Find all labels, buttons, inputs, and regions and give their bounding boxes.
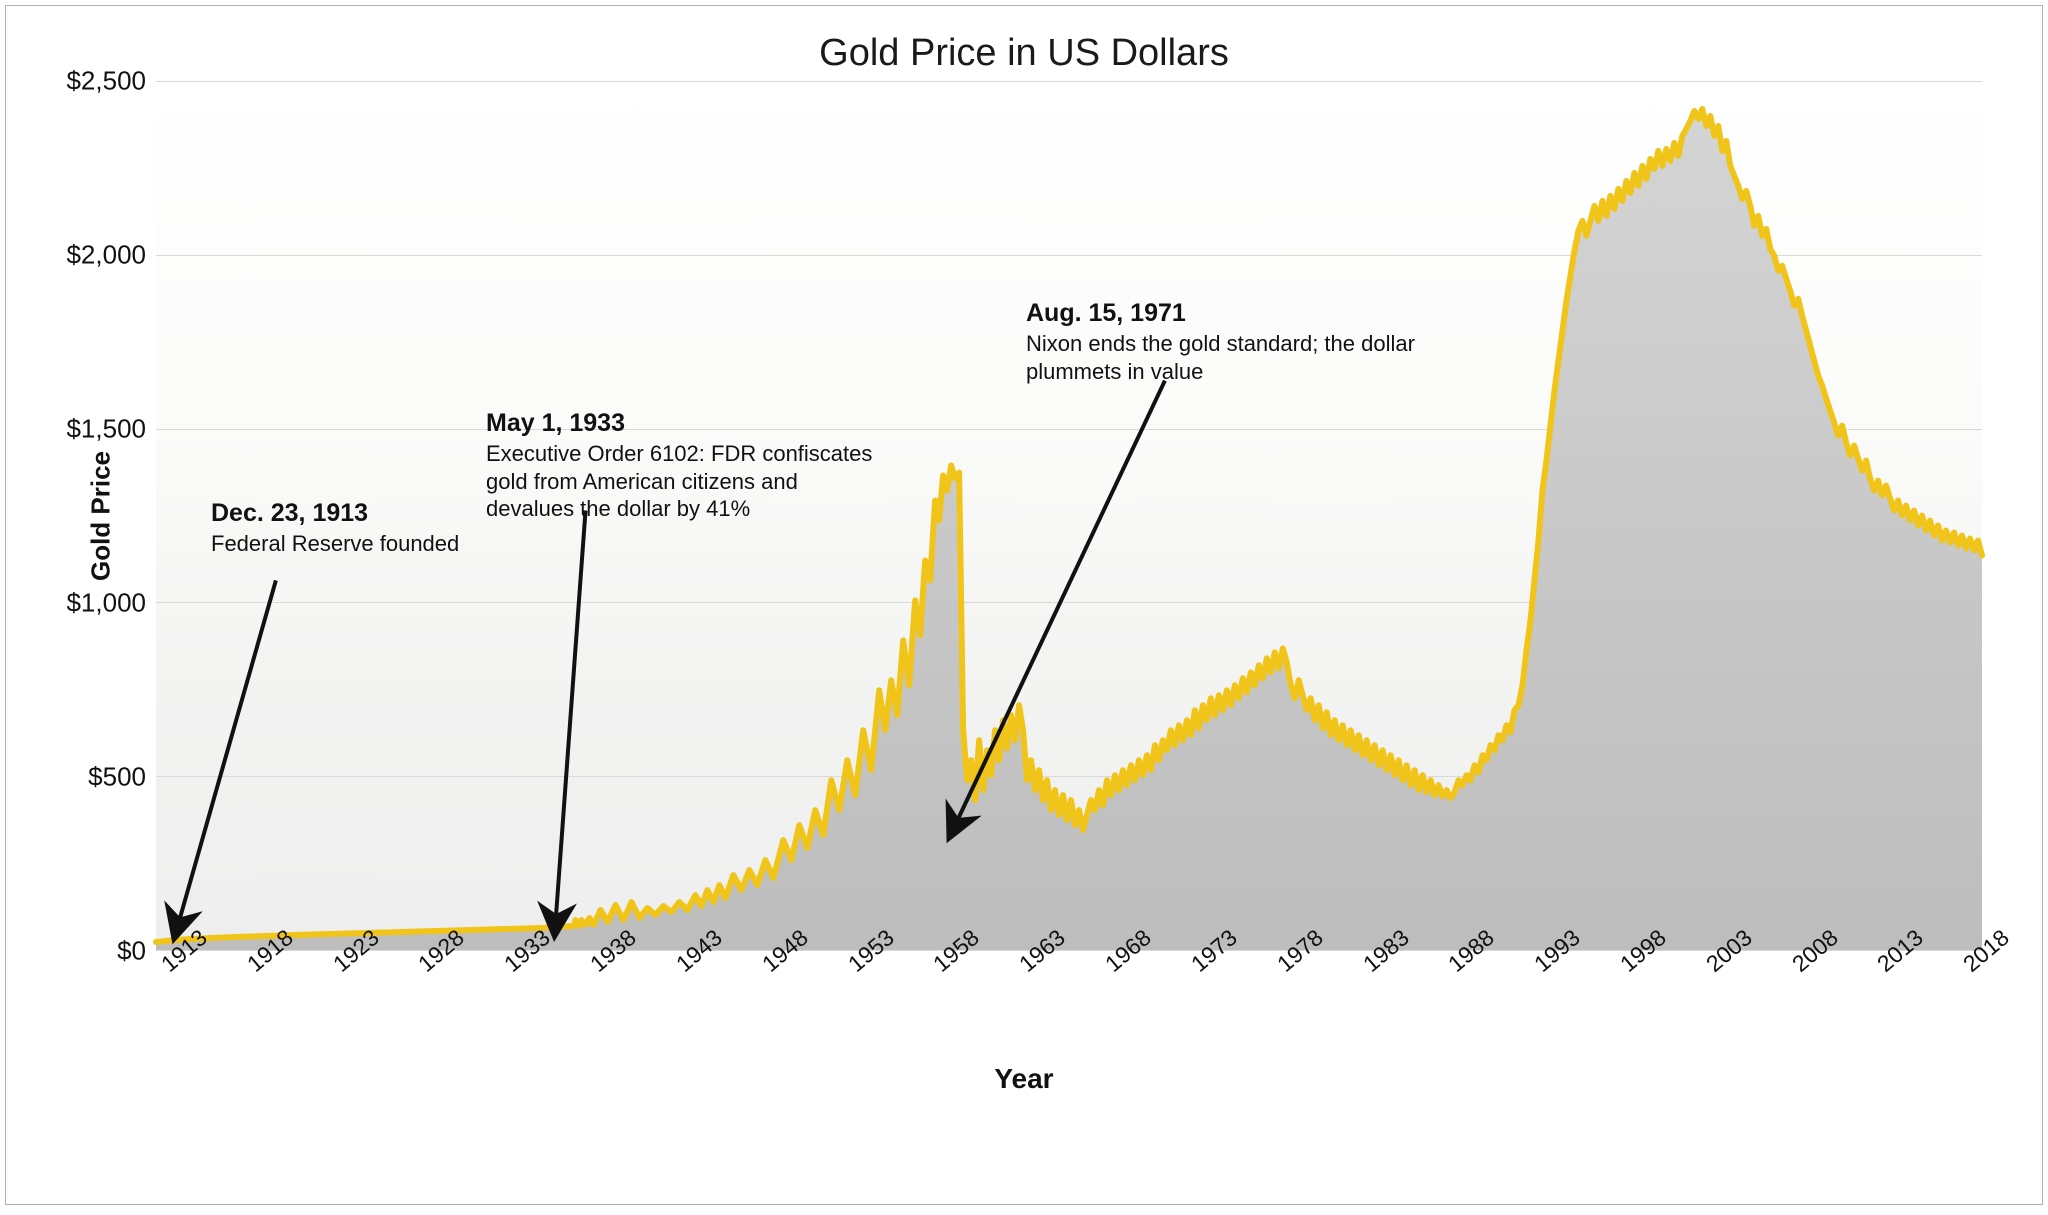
y-tick-0: $0: [117, 936, 146, 967]
annotation-3-date: Aug. 15, 1971: [1026, 299, 1456, 328]
annotation-1-text: Federal Reserve founded: [211, 530, 541, 558]
y-tick-500: $500: [88, 762, 146, 793]
y-tick-1500: $1,500: [66, 414, 146, 445]
annotation-2-date: May 1, 1933: [486, 409, 886, 438]
plot-area: Dec. 23, 1913 Federal Reserve founded Ma…: [156, 81, 1982, 951]
annotation-3-text: Nixon ends the gold standard; the dollar…: [1026, 330, 1456, 385]
x-axis-title: Year: [6, 1063, 2042, 1095]
annotation-nixon: Aug. 15, 1971 Nixon ends the gold standa…: [1026, 299, 1456, 385]
chart-frame: Gold Price in US Dollars Gold Price $2,5…: [5, 5, 2043, 1205]
y-tick-1000: $1,000: [66, 588, 146, 619]
chart-title: Gold Price in US Dollars: [6, 6, 2042, 81]
annotation-2-text: Executive Order 6102: FDR confiscates go…: [486, 440, 886, 523]
y-tick-2000: $2,000: [66, 240, 146, 271]
plot-wrap: Gold Price $2,500 $2,000 $1,500 $1,000 $…: [156, 81, 1982, 951]
annotation-executive-order: May 1, 1933 Executive Order 6102: FDR co…: [486, 409, 886, 523]
x-axis-labels: 1913 1918 1923 1928 1933 1938 1943 1948 …: [156, 951, 1982, 1061]
y-axis-labels: $2,500 $2,000 $1,500 $1,000 $500 $0: [61, 81, 156, 951]
y-tick-2500: $2,500: [66, 66, 146, 97]
